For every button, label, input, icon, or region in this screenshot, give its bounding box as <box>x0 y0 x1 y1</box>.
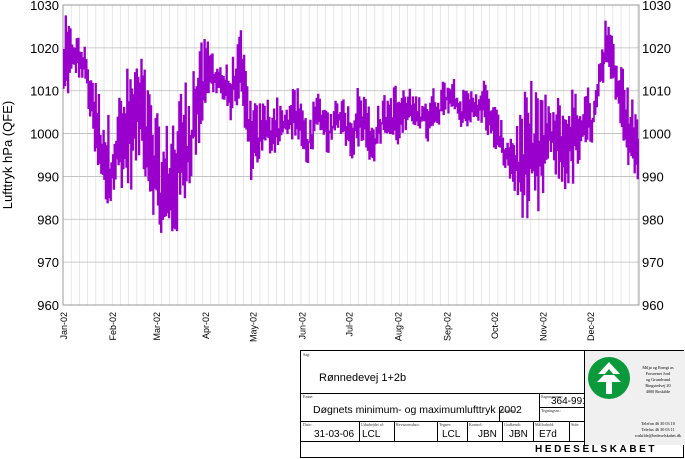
y-tick-label-right: 990 <box>642 169 664 184</box>
godkendt-caption: Godkendt: <box>504 422 521 427</box>
y-tick-label-right: 980 <box>642 212 664 227</box>
tegner-caption: Tegner: <box>439 422 452 427</box>
dato-value: 31-03-06 <box>314 429 355 440</box>
udarbejdet-caption: Udarbejdet af: <box>361 422 384 427</box>
x-tick-label: Sep-02 <box>442 312 452 341</box>
revision-caption: Revisionsdato: <box>396 422 420 427</box>
sag-caption: Sag: <box>303 352 311 357</box>
x-tick-label: Dec-02 <box>586 312 596 341</box>
company-line: 4000 Roskilde <box>645 389 671 394</box>
sagsnr-value: 364-99139 <box>551 396 599 407</box>
tree-logo-icon <box>588 357 630 399</box>
bilagsnr-caption: Bilagsnr: <box>501 408 516 413</box>
y-tick-label-right: 1000 <box>642 127 671 142</box>
maal-caption: Målforhold: <box>535 422 555 427</box>
y-tick-label: 1010 <box>30 84 59 99</box>
kontrol-caption: Kontrol: <box>469 422 483 427</box>
side-caption: Side: <box>571 422 580 427</box>
godkendt-value: JBN <box>509 429 528 440</box>
y-tick-label-right: 1020 <box>642 41 671 56</box>
tegner-value: LCL <box>442 429 461 440</box>
company-line: Ringstedvej 20 <box>645 383 671 388</box>
x-tick-labels: Jan-02 Feb-02 Mar-02 Apr-02 May-02 Jun-02 Jul-… <box>59 312 596 342</box>
y-tick-label-right: 1010 <box>642 84 671 99</box>
y-tick-label: 980 <box>37 212 59 227</box>
x-tick-label: Mar-02 <box>152 312 162 341</box>
title-block: Sag: Rønnedevej 1+2b Emne: Døgnets minim… <box>300 350 685 458</box>
y-tick-label: 1000 <box>30 127 59 142</box>
x-tick-label: Apr-02 <box>201 312 211 339</box>
udarbejdet-value: LCL <box>362 429 381 440</box>
x-tick-label: Aug-02 <box>394 312 404 341</box>
kontrol-value: JBN <box>478 429 497 440</box>
series-line-pressure <box>63 15 639 233</box>
emne-caption: Emne: <box>303 394 314 399</box>
y-tick-label: 970 <box>37 255 59 270</box>
x-tick-label: Oct-02 <box>490 312 500 339</box>
y-tick-label: 1020 <box>30 41 59 56</box>
x-tick-label: Feb-02 <box>108 312 118 341</box>
y-tick-label-right: 960 <box>642 298 664 313</box>
sag-value: Rønnedevej 1+2b <box>319 372 407 384</box>
y-tick-label: 990 <box>37 169 59 184</box>
company-line: og Grundvand <box>645 377 671 382</box>
x-tick-label: Jun-02 <box>297 312 307 340</box>
contact-line: roskilde@hedeselskabet.dk <box>635 433 681 438</box>
pressure-chart: 960 970 980 990 1000 1010 1020 1030 960 970 980 99… <box>0 0 671 342</box>
company-line: Miljø og Energi as <box>642 365 674 370</box>
y-tick-label-right: 970 <box>642 255 664 270</box>
y-tick-label: 960 <box>37 298 59 313</box>
maal-value: E7d <box>539 429 557 440</box>
emne-value: Døgnets minimum- og maximumlufttryk 2002 <box>313 404 522 416</box>
y-tick-label: 1030 <box>30 0 59 13</box>
y-tick-labels-left: 960 970 980 990 1000 1010 1020 1030 <box>30 0 59 313</box>
chart-series <box>63 15 639 233</box>
x-tick-label: Nov-02 <box>539 312 549 341</box>
company-name: HEDESELSKABET <box>535 444 658 455</box>
tegningsnr-caption: Tegningsnr.: <box>541 408 561 413</box>
company-logo-panel: Miljø og Energi as Forurenet Jord og Gru… <box>584 351 685 445</box>
company-line: Forurenet Jord <box>645 371 671 376</box>
sagsnr-caption: Sagsnummer: <box>541 394 563 399</box>
company-contact: Telefon 46 30 03 10 Telefax 46 30 03 11 … <box>631 421 685 439</box>
contact-line: Telefon 46 30 03 10 <box>641 421 675 426</box>
x-tick-label: Jan-02 <box>59 312 69 340</box>
y-tick-label-right: 1030 <box>642 0 671 13</box>
x-tick-label: Jul-02 <box>345 312 355 337</box>
y-tick-labels-right: 960 970 980 990 1000 1010 1020 1030 <box>642 0 671 313</box>
x-tick-label: May-02 <box>248 312 258 342</box>
y-axis-label: Lufttryk hPa (QFE) <box>0 101 15 209</box>
chart-grid <box>62 4 639 306</box>
contact-line: Telefax 46 30 03 11 <box>641 427 675 432</box>
company-address: Miljø og Energi as Forurenet Jord og Gru… <box>631 365 685 395</box>
dato-caption: Dato: <box>303 422 312 427</box>
